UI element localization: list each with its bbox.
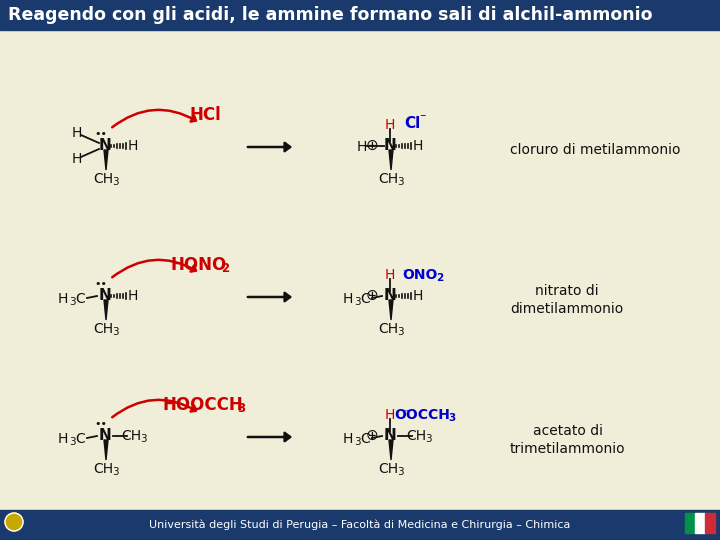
Text: 2: 2 [221, 261, 229, 274]
Text: HOOCCH: HOOCCH [163, 396, 243, 414]
Text: N: N [384, 428, 397, 442]
Text: HCl: HCl [189, 106, 221, 124]
Text: N: N [99, 287, 112, 302]
Text: H: H [72, 152, 82, 166]
Text: OOCCH: OOCCH [394, 408, 450, 422]
Polygon shape [104, 300, 108, 320]
Text: CH: CH [93, 322, 113, 336]
Text: ••: •• [94, 129, 107, 139]
Text: H: H [58, 292, 68, 306]
Bar [0, 510, 720, 540]
Polygon shape [389, 440, 393, 460]
Text: 3: 3 [112, 467, 118, 477]
Text: cloruro di metilammonio: cloruro di metilammonio [510, 143, 680, 157]
Text: HONO: HONO [171, 256, 227, 274]
Polygon shape [389, 150, 393, 170]
Text: 3: 3 [237, 402, 245, 415]
Text: C: C [360, 432, 370, 446]
Text: 3: 3 [397, 327, 403, 337]
Text: 3: 3 [397, 467, 403, 477]
Text: 3: 3 [397, 177, 403, 187]
Polygon shape [389, 300, 393, 320]
Text: CH: CH [93, 462, 113, 476]
Text: H: H [128, 139, 138, 153]
Text: H: H [384, 268, 395, 282]
Text: N: N [384, 138, 397, 152]
Text: 3: 3 [112, 177, 118, 187]
Text: CH: CH [121, 429, 141, 443]
Bar [685, 513, 695, 533]
Text: 3: 3 [425, 434, 431, 444]
Text: H: H [357, 140, 367, 154]
Text: H: H [72, 126, 82, 140]
Text: 3: 3 [354, 297, 360, 307]
Text: nitrato di
dimetilammonio: nitrato di dimetilammonio [510, 284, 624, 316]
Text: CH: CH [406, 429, 426, 443]
Text: Reagendo con gli acidi, le ammine formano sali di alchil-ammonio: Reagendo con gli acidi, le ammine forman… [8, 6, 652, 24]
Polygon shape [104, 440, 108, 460]
Text: CH: CH [378, 322, 398, 336]
Text: ONO: ONO [402, 268, 438, 282]
Text: CH: CH [378, 172, 398, 186]
Text: N: N [99, 428, 112, 442]
Polygon shape [104, 150, 108, 170]
Text: H: H [58, 432, 68, 446]
Text: 3: 3 [112, 327, 118, 337]
Bar [705, 513, 715, 533]
Circle shape [5, 513, 23, 531]
Text: 3: 3 [354, 437, 360, 447]
Text: 3: 3 [68, 297, 76, 307]
Text: ⁻: ⁻ [402, 268, 408, 278]
Bar [695, 513, 705, 533]
Text: 2: 2 [436, 273, 444, 283]
Text: ⊕: ⊕ [366, 428, 379, 442]
Text: ⁻: ⁻ [419, 112, 426, 125]
Text: H: H [413, 289, 423, 303]
Text: ••: •• [94, 419, 107, 429]
Text: H: H [384, 408, 395, 422]
Text: ⁻: ⁻ [402, 408, 408, 418]
Text: C: C [360, 292, 370, 306]
Text: 3: 3 [449, 413, 456, 423]
Text: C: C [75, 292, 85, 306]
Text: CH: CH [93, 172, 113, 186]
Text: Cl: Cl [404, 116, 420, 131]
Text: H: H [413, 139, 423, 153]
Text: H: H [128, 289, 138, 303]
Text: ••: •• [94, 279, 107, 289]
Text: C: C [75, 432, 85, 446]
Text: N: N [99, 138, 112, 152]
Text: CH: CH [378, 462, 398, 476]
Text: ⊕: ⊕ [366, 138, 379, 152]
Text: acetato di
trimetilammonio: acetato di trimetilammonio [510, 424, 626, 456]
Text: 3: 3 [140, 434, 146, 444]
Text: ⊕: ⊕ [366, 287, 379, 302]
Text: H: H [343, 292, 354, 306]
Text: H: H [343, 432, 354, 446]
Text: Università degli Studi di Perugia – Facoltà di Medicina e Chirurgia – Chimica: Università degli Studi di Perugia – Faco… [149, 519, 571, 530]
Text: H: H [384, 118, 395, 132]
Bar [0, 0, 720, 30]
Text: N: N [384, 287, 397, 302]
Text: 3: 3 [68, 437, 76, 447]
